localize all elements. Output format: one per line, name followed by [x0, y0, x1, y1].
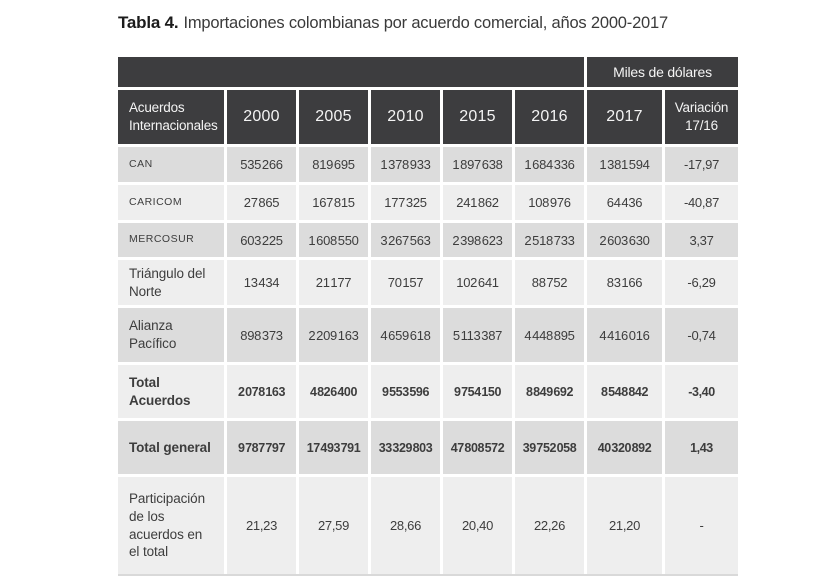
table-cell: 17 493 791: [299, 421, 368, 474]
table-cell: 20,40: [443, 477, 512, 574]
table-cell: 1 378 933: [371, 147, 440, 182]
table-cell: 64 436: [587, 185, 662, 220]
table-cell: -: [665, 477, 738, 574]
table-cell: 9 553 596: [371, 365, 440, 418]
column-header: 2015: [443, 90, 512, 144]
table-cell: 2 518 733: [515, 223, 584, 257]
table-cell: 9 787 797: [227, 421, 296, 474]
table-title-label: Tabla 4.: [118, 13, 179, 32]
table-cell: 4 416 016: [587, 308, 662, 362]
table-cell: 819 695: [299, 147, 368, 182]
column-header: 2017: [587, 90, 662, 144]
table-cell: 167 815: [299, 185, 368, 220]
row-label-cell: Total general: [118, 421, 224, 474]
table-cell: 4 448 895: [515, 308, 584, 362]
table-cell: 88 752: [515, 260, 584, 305]
column-header: 2005: [299, 90, 368, 144]
table-cell: -3,40: [665, 365, 738, 418]
table-cell: 21 177: [299, 260, 368, 305]
table-cell: 177 325: [371, 185, 440, 220]
table-cell: 2 078 163: [227, 365, 296, 418]
table-cell: 21,20: [587, 477, 662, 574]
row-label-cell: MERCOSUR: [118, 223, 224, 257]
row-label-cell: Total Acuerdos: [118, 365, 224, 418]
table-cell: 1,43: [665, 421, 738, 474]
column-header: 2000: [227, 90, 296, 144]
row-label-cell: Participación de los acuerdos en el tota…: [118, 477, 224, 574]
column-header: Variación 17/16: [665, 90, 738, 144]
corner-header: Acuerdos Internacionales: [118, 90, 224, 144]
column-header: 2010: [371, 90, 440, 144]
table-grid: Miles de dólares Acuerdos Internacionales…: [118, 57, 738, 576]
table-cell: 3 267 563: [371, 223, 440, 257]
table-cell: -17,97: [665, 147, 738, 182]
table-cell: 9 754 150: [443, 365, 512, 418]
table-cell: 83 166: [587, 260, 662, 305]
table-cell: 4 826 400: [299, 365, 368, 418]
table-cell: 102 641: [443, 260, 512, 305]
table-cell: 21,23: [227, 477, 296, 574]
table-cell: 603 225: [227, 223, 296, 257]
table-cell: 108 976: [515, 185, 584, 220]
table-cell: 1 684 336: [515, 147, 584, 182]
header-bar: [118, 57, 584, 87]
table-cell: 535 266: [227, 147, 296, 182]
table-title-text: Importaciones colombianas por acuerdo co…: [183, 14, 668, 32]
table-cell: 1 381 594: [587, 147, 662, 182]
table-cell: 3,37: [665, 223, 738, 257]
table-cell: 241 862: [443, 185, 512, 220]
table-cell: 22,26: [515, 477, 584, 574]
column-header: 2016: [515, 90, 584, 144]
table-cell: 8 849 692: [515, 365, 584, 418]
row-label-cell: Triángulo del Norte: [118, 260, 224, 305]
table-cell: 2 209 163: [299, 308, 368, 362]
table-cell: 8 548 842: [587, 365, 662, 418]
table-cell: 39 752 058: [515, 421, 584, 474]
table-cell: -40,87: [665, 185, 738, 220]
table-title: Tabla 4. Importaciones colombianas por ac…: [118, 13, 668, 33]
table-cell: 40 320 892: [587, 421, 662, 474]
row-label-cell: Alianza Pacífico: [118, 308, 224, 362]
table-cell: 2 398 623: [443, 223, 512, 257]
row-label-cell: CAN: [118, 147, 224, 182]
table-cell: 27,59: [299, 477, 368, 574]
table-cell: 28,66: [371, 477, 440, 574]
table-cell: -6,29: [665, 260, 738, 305]
table-cell: 27 865: [227, 185, 296, 220]
table-cell: 2 603 630: [587, 223, 662, 257]
table-cell: 4 659 618: [371, 308, 440, 362]
table-cell: -0,74: [665, 308, 738, 362]
table-cell: 47 808 572: [443, 421, 512, 474]
table-cell: 898 373: [227, 308, 296, 362]
table-cell: 33 329 803: [371, 421, 440, 474]
table-cell: 70 157: [371, 260, 440, 305]
table-cell: 1 608 550: [299, 223, 368, 257]
unit-header: Miles de dólares: [587, 57, 738, 87]
table-cell: 1 897 638: [443, 147, 512, 182]
row-label-cell: CARICOM: [118, 185, 224, 220]
table-cell: 13 434: [227, 260, 296, 305]
table-cell: 5 113 387: [443, 308, 512, 362]
